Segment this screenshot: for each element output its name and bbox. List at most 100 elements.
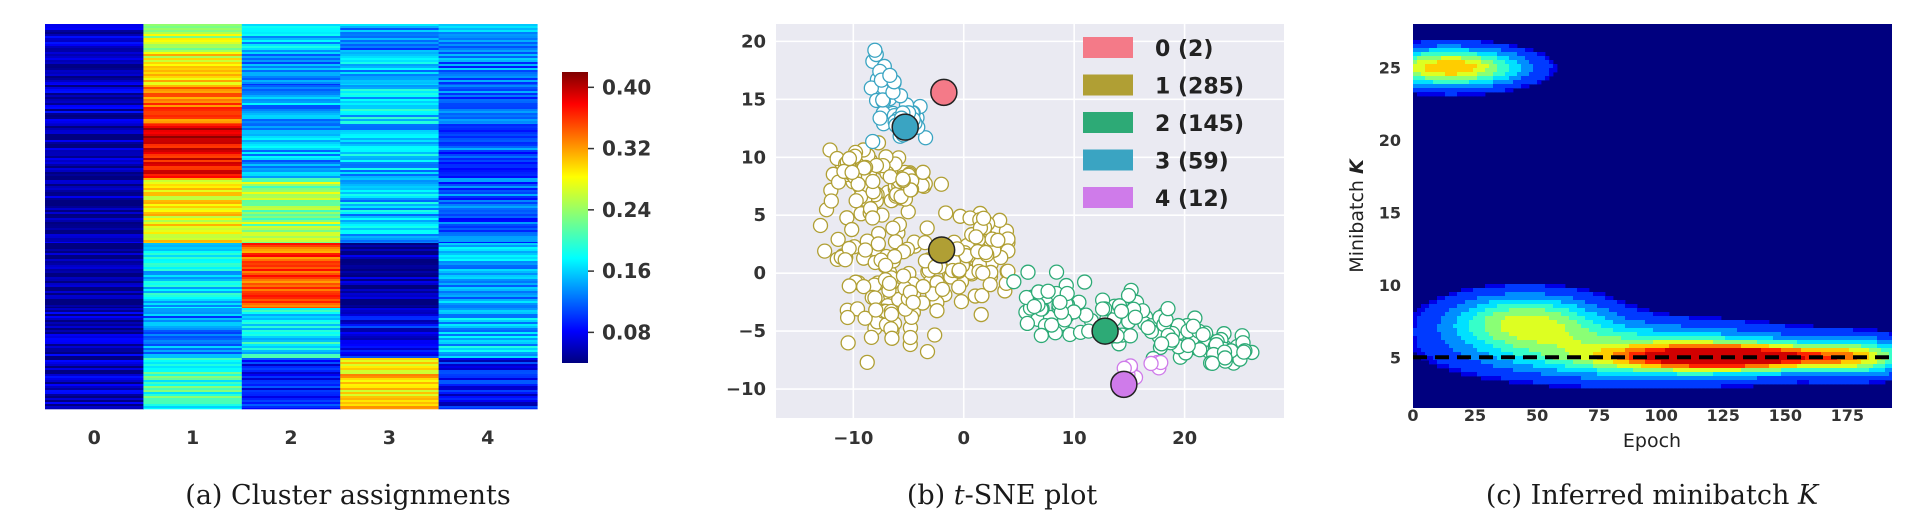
heatmap-cell bbox=[143, 236, 243, 239]
density-cell bbox=[1585, 308, 1590, 313]
heatmap-cell bbox=[438, 366, 538, 369]
density-cell bbox=[1745, 324, 1750, 329]
density-cell bbox=[1537, 312, 1542, 317]
heatmap-cell bbox=[438, 318, 538, 321]
density-cell bbox=[1449, 52, 1454, 57]
heatmap-cell bbox=[45, 392, 144, 395]
density-cell bbox=[1677, 384, 1682, 389]
density-cell bbox=[1865, 328, 1870, 333]
density-cell bbox=[1733, 380, 1738, 385]
density-cell bbox=[1425, 84, 1430, 89]
heatmap-cell bbox=[45, 228, 144, 231]
heatmap-cell bbox=[143, 150, 243, 153]
heatmap-cell bbox=[241, 140, 341, 143]
density-cell bbox=[1621, 316, 1626, 321]
density-cell bbox=[1717, 372, 1722, 377]
heatmap-cell bbox=[143, 196, 243, 199]
density-cell bbox=[1521, 80, 1526, 85]
heatmap-cell bbox=[438, 350, 538, 353]
density-cell bbox=[1497, 52, 1502, 57]
heatmap-cell bbox=[438, 249, 538, 252]
density-cell bbox=[1513, 56, 1518, 61]
heatmap-cell bbox=[45, 332, 144, 335]
heatmap-cell bbox=[143, 263, 243, 266]
heatmap-cell bbox=[143, 202, 243, 205]
density-cell bbox=[1613, 360, 1618, 365]
density-cell bbox=[1601, 304, 1606, 309]
density-cell bbox=[1601, 324, 1606, 329]
heatmap-cell bbox=[241, 178, 341, 181]
density-cell bbox=[1625, 356, 1630, 361]
density-cell bbox=[1645, 320, 1650, 325]
density-cell bbox=[1481, 300, 1486, 305]
density-cell bbox=[1465, 368, 1470, 373]
density-cell bbox=[1413, 316, 1418, 321]
density-cell bbox=[1457, 80, 1462, 85]
density-cell bbox=[1609, 372, 1614, 377]
heatmap-cell bbox=[438, 52, 538, 55]
density-cell bbox=[1449, 316, 1454, 321]
heatmap-cell bbox=[241, 240, 341, 243]
density-cell bbox=[1597, 292, 1602, 297]
heatmap-cell bbox=[340, 70, 440, 73]
heatmap-cell bbox=[241, 390, 341, 393]
density-cell bbox=[1581, 324, 1586, 329]
heatmap-cell bbox=[45, 84, 144, 86]
density-cell bbox=[1469, 296, 1474, 301]
density-cell bbox=[1717, 380, 1722, 385]
density-cell bbox=[1477, 344, 1482, 349]
heatmap-cell bbox=[143, 344, 243, 347]
density-cell bbox=[1613, 368, 1618, 373]
heatmap-cell bbox=[340, 269, 440, 272]
density-cell bbox=[1649, 376, 1654, 381]
heatmap-cell bbox=[45, 261, 144, 264]
density-cell bbox=[1497, 80, 1502, 85]
heatmap-cell bbox=[438, 301, 538, 304]
density-cell bbox=[1541, 364, 1546, 369]
heatmap-cell bbox=[143, 176, 243, 179]
density-cell bbox=[1497, 88, 1502, 93]
heatmap-cell bbox=[438, 338, 538, 341]
heatmap-cell bbox=[340, 263, 440, 266]
heatmap-cell bbox=[340, 255, 440, 258]
density-cell bbox=[1677, 316, 1682, 321]
density-cell bbox=[1797, 360, 1802, 365]
density-cell bbox=[1449, 40, 1454, 45]
density-cell bbox=[1637, 332, 1642, 337]
density-cell bbox=[1433, 308, 1438, 313]
heatmap-cell bbox=[438, 281, 538, 284]
heatmap-cell bbox=[241, 138, 341, 141]
density-cell bbox=[1737, 344, 1742, 349]
density-cell bbox=[1421, 44, 1426, 49]
density-cell bbox=[1581, 288, 1586, 293]
heatmap-cell bbox=[45, 212, 144, 215]
density-cell bbox=[1745, 332, 1750, 337]
heatmap-cell bbox=[45, 322, 144, 325]
density-cell bbox=[1517, 284, 1522, 289]
density-cell bbox=[1489, 296, 1494, 301]
density-cell bbox=[1545, 320, 1550, 325]
heatmap-cell bbox=[241, 358, 341, 361]
density-cell bbox=[1805, 380, 1810, 385]
density-cell bbox=[1853, 352, 1858, 357]
density-cell bbox=[1549, 380, 1554, 385]
density-cell bbox=[1621, 380, 1626, 385]
density-cell bbox=[1597, 380, 1602, 385]
density-cell bbox=[1513, 356, 1518, 361]
density-cell bbox=[1441, 364, 1446, 369]
density-cell bbox=[1813, 328, 1818, 333]
density-cell bbox=[1609, 348, 1614, 353]
density-cell bbox=[1509, 372, 1514, 377]
density-cell bbox=[1629, 344, 1634, 349]
heatmap-cell bbox=[143, 303, 243, 306]
density-cell bbox=[1509, 368, 1514, 373]
density-cell bbox=[1477, 328, 1482, 333]
density-cell bbox=[1541, 348, 1546, 353]
density-cell bbox=[1637, 340, 1642, 345]
heatmap-cell bbox=[241, 134, 341, 137]
density-cell bbox=[1477, 368, 1482, 373]
heatmap-cell bbox=[45, 204, 144, 207]
density-cell bbox=[1577, 296, 1582, 301]
density-cell bbox=[1489, 340, 1494, 345]
density-cell bbox=[1413, 336, 1418, 341]
